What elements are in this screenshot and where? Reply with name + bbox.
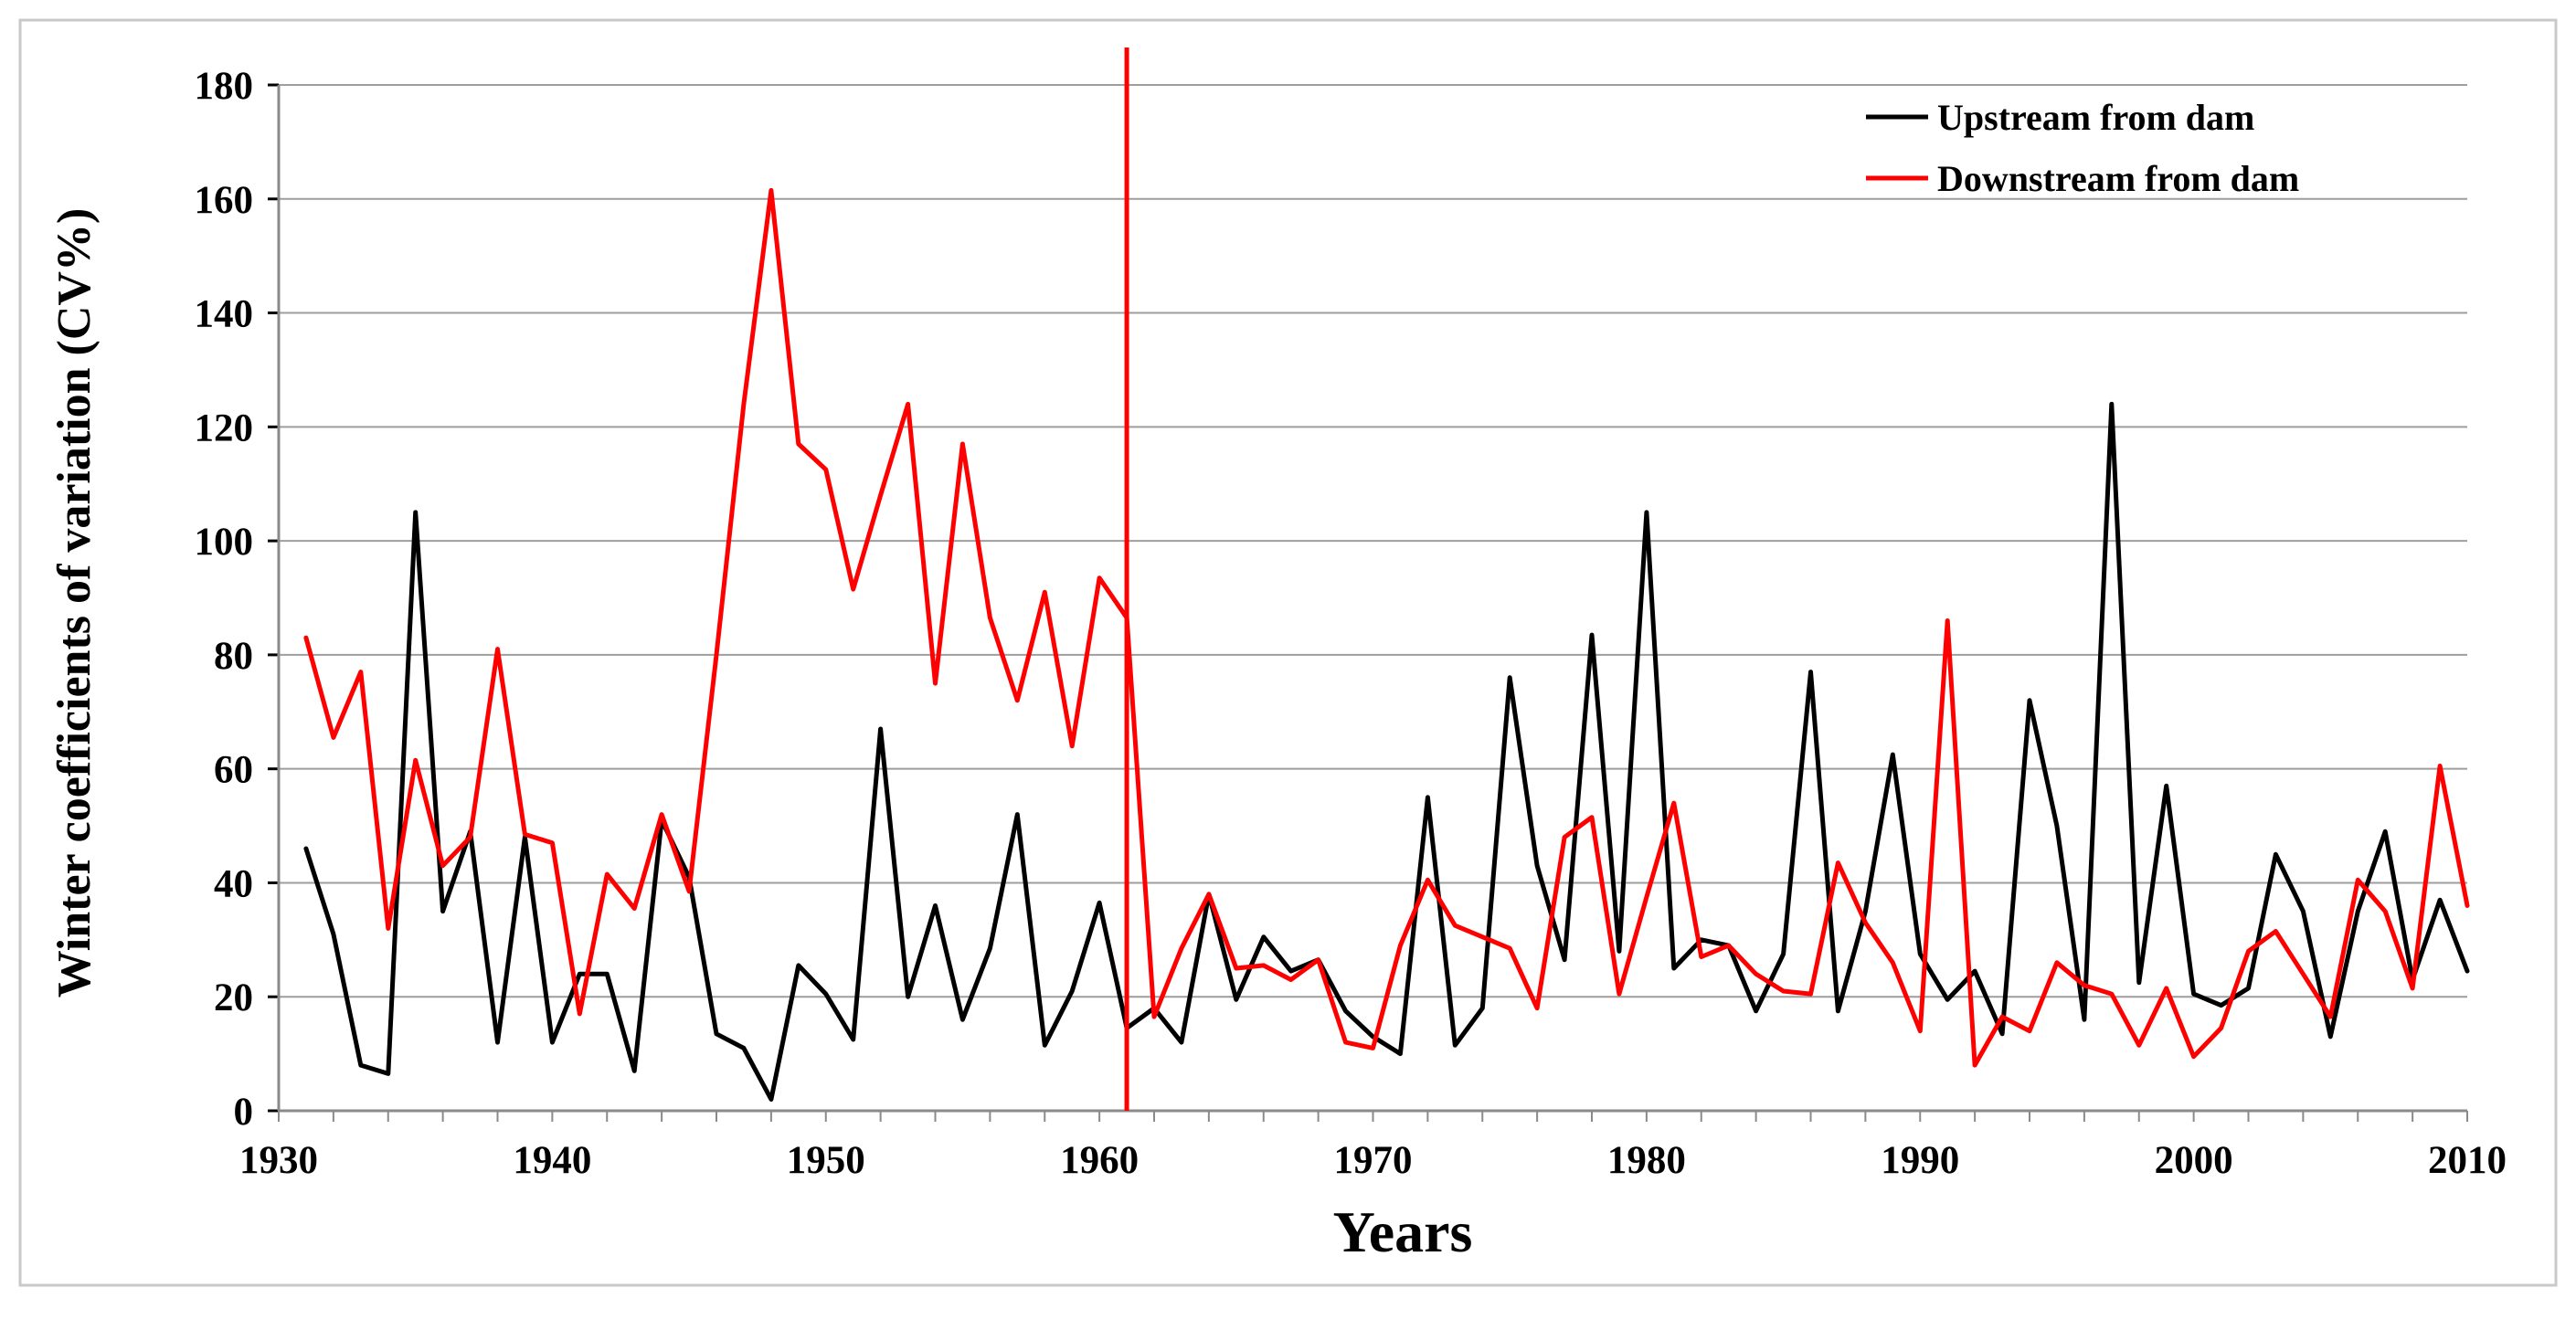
y-tick-label-20: 20 [214,976,253,1019]
x-tick-label-2010: 2010 [2428,1139,2507,1182]
y-axis-label: Winter coefficients of variation (CV%) [48,208,101,998]
x-tick-label-1960: 1960 [1060,1139,1139,1182]
legend-label-downstream: Downstream from dam [1937,158,2299,199]
x-tick-label-2000: 2000 [2155,1139,2233,1182]
y-tick-label-60: 60 [214,749,253,792]
chart-border [18,18,2558,1287]
y-tick-label-160: 160 [195,179,254,222]
x-axis-label: Years [1333,1199,1473,1264]
legend: Upstream from dam Downstream from dam [1866,97,2299,199]
y-tick-label-80: 80 [214,635,253,678]
legend-label-upstream: Upstream from dam [1937,97,2254,138]
data-series [303,187,2470,1102]
y-tick-label-0: 0 [234,1091,254,1134]
x-tick-label-1990: 1990 [1881,1139,1959,1182]
axes: 0 20 40 60 80 100 120 140 160 180 1930 1940 1950 1960… [195,65,2507,1182]
y-tick-label-120: 120 [195,406,254,449]
series-line-downstream [303,187,2470,1068]
y-tick-label-100: 100 [195,521,254,564]
x-tick-label-1940: 1940 [513,1139,591,1182]
x-tick-label-1970: 1970 [1334,1139,1413,1182]
x-tick-label-1930: 1930 [239,1139,318,1182]
x-tick-label-1950: 1950 [787,1139,865,1182]
x-tick-label-1980: 1980 [1607,1139,1686,1182]
y-tick-label-40: 40 [214,862,253,905]
y-tick-label-140: 140 [195,293,254,336]
y-tick-label-180: 180 [195,65,254,108]
